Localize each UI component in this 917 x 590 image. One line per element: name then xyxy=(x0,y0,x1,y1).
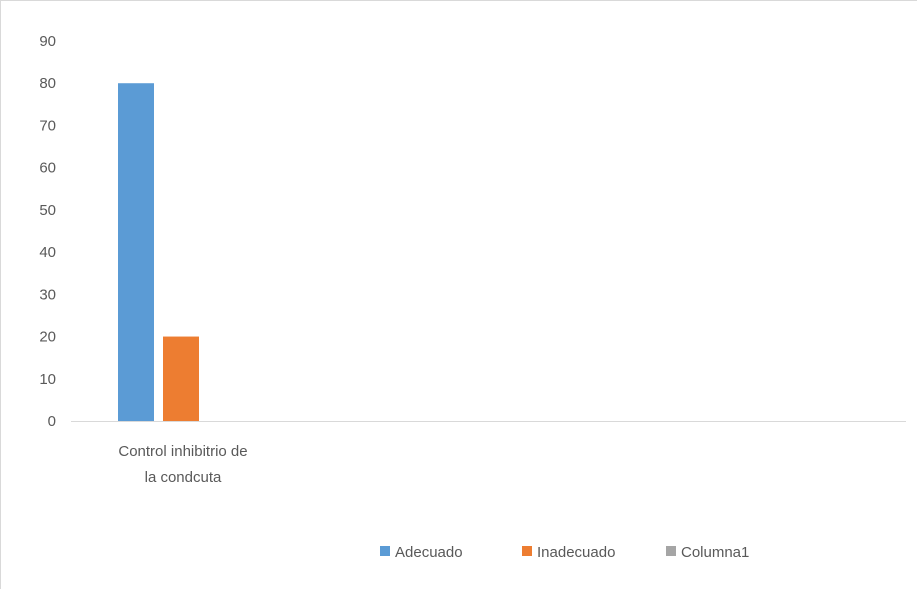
legend-swatch-adecuado xyxy=(380,546,390,556)
y-tick-label: 90 xyxy=(39,33,56,50)
y-tick-label: 50 xyxy=(39,202,56,219)
bar-inadecuado xyxy=(163,336,199,421)
legend-label-inadecuado: Inadecuado xyxy=(537,544,615,561)
category-label: la condcuta xyxy=(145,469,222,486)
legend-swatch-columna1 xyxy=(666,546,676,556)
category-labels: Control inhibitrio de la condcuta xyxy=(118,443,247,486)
legend-label-columna1: Columna1 xyxy=(681,544,749,561)
bars xyxy=(118,83,199,421)
y-tick-label: 20 xyxy=(39,329,56,346)
legend-swatch-inadecuado xyxy=(522,546,532,556)
y-tick-label: 60 xyxy=(39,160,56,177)
y-tick-label: 10 xyxy=(39,371,56,388)
category-label: Control inhibitrio de xyxy=(118,443,247,460)
y-tick-label: 0 xyxy=(48,413,56,430)
legend-label-adecuado: Adecuado xyxy=(395,544,463,561)
y-tick-label: 80 xyxy=(39,75,56,92)
y-tick-label: 70 xyxy=(39,117,56,134)
bar-adecuado xyxy=(118,83,154,421)
y-tick-label: 40 xyxy=(39,244,56,261)
legend: Adecuado Inadecuado Columna1 xyxy=(380,544,749,561)
y-axis-tick-labels: 0 10 20 30 40 50 60 70 80 90 xyxy=(39,33,56,430)
y-tick-label: 30 xyxy=(39,286,56,303)
